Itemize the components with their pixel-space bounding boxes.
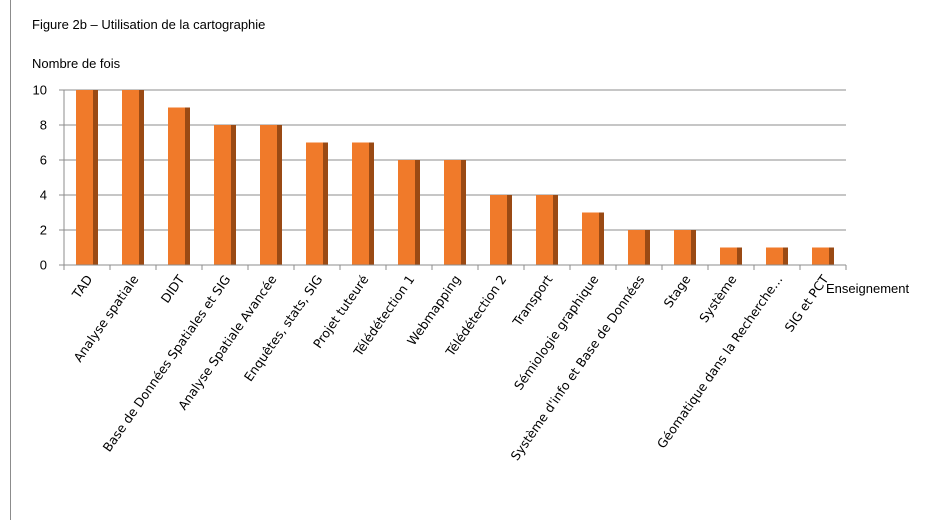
x-tick-label: DIDT — [158, 272, 188, 306]
bar-face — [352, 142, 369, 265]
bar-side — [185, 107, 190, 265]
y-tick-label: 2 — [40, 223, 47, 238]
bar-side — [461, 160, 466, 265]
bar — [674, 230, 696, 265]
bar-face — [720, 247, 737, 265]
bar-face — [582, 212, 599, 265]
bar — [490, 195, 512, 265]
y-tick-label: 4 — [40, 188, 47, 203]
x-tick-label: SIG et PCT — [781, 272, 831, 335]
bar-face — [674, 230, 691, 265]
x-tick-label: Sémiologie graphique — [511, 272, 602, 393]
bar — [306, 142, 328, 265]
bar — [352, 142, 374, 265]
bar — [628, 230, 650, 265]
bar-face — [766, 247, 783, 265]
bar-face — [168, 107, 185, 265]
x-tick-label: Transport — [509, 272, 556, 330]
bar-face — [214, 125, 231, 265]
bar-face — [490, 195, 507, 265]
bar-side — [645, 230, 650, 265]
bar — [76, 90, 98, 265]
bar-side — [599, 212, 604, 265]
bar — [122, 90, 144, 265]
bar-face — [398, 160, 415, 265]
bar — [812, 247, 834, 265]
bar — [766, 247, 788, 265]
y-tick-label: 8 — [40, 118, 47, 133]
bar-side — [783, 247, 788, 265]
bar — [168, 107, 190, 265]
bar-side — [231, 125, 236, 265]
bar — [214, 125, 236, 265]
bar-side — [323, 142, 328, 265]
bar — [260, 125, 282, 265]
figure-title: Figure 2b – Utilisation de la cartograph… — [32, 17, 266, 32]
bar-face — [812, 247, 829, 265]
left-border-rule — [10, 0, 11, 520]
bar-side — [93, 90, 98, 265]
y-tick-label: 10 — [33, 83, 47, 98]
y-axis-ticks: 0 2 4 6 8 10 — [33, 83, 64, 273]
bar-face — [122, 90, 139, 265]
bar-side — [369, 142, 374, 265]
bar-face — [628, 230, 645, 265]
bar-side — [691, 230, 696, 265]
bar-face — [444, 160, 461, 265]
y-tick-label: 0 — [40, 258, 47, 273]
bar — [720, 247, 742, 265]
bar-side — [139, 90, 144, 265]
bar-face — [306, 142, 323, 265]
y-tick-label: 6 — [40, 153, 47, 168]
bar-face — [260, 125, 277, 265]
bars — [76, 90, 834, 265]
bar-side — [553, 195, 558, 265]
bar — [398, 160, 420, 265]
bar — [536, 195, 558, 265]
bar — [582, 212, 604, 265]
bar-side — [829, 247, 834, 265]
x-tick-label: TAD — [68, 272, 95, 302]
bar-side — [415, 160, 420, 265]
bar-side — [277, 125, 282, 265]
x-tick-label: Stage — [660, 272, 693, 310]
x-axis-title: Enseignement — [826, 281, 909, 296]
x-tick-label: Enquêtes, stats, SIG — [241, 272, 326, 384]
bar — [444, 160, 466, 265]
bar-side — [507, 195, 512, 265]
y-axis-title: Nombre de fois — [32, 56, 121, 71]
bar-face — [536, 195, 553, 265]
bar-face — [76, 90, 93, 265]
bar-side — [737, 247, 742, 265]
x-tick-label: Système — [696, 272, 740, 325]
